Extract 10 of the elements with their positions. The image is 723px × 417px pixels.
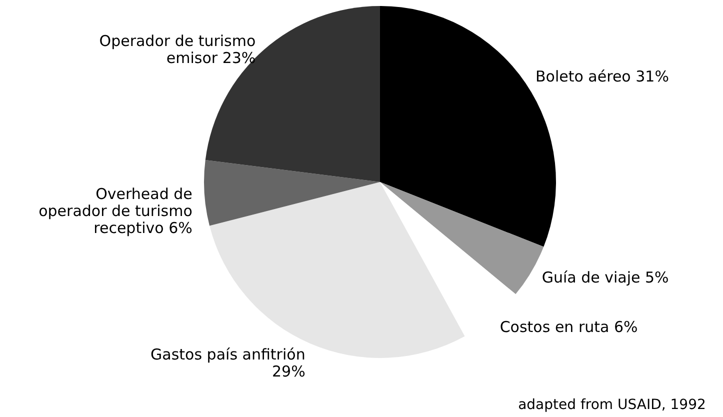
pie-slice xyxy=(380,182,544,294)
slice-label: Costos en ruta 6% xyxy=(500,318,638,336)
slice-label: Gastos país anfitrión xyxy=(150,346,306,364)
slice-label: Operador de turismo emisor 23% xyxy=(99,32,256,67)
slice-label: Boleto aéreo 31% xyxy=(535,67,669,86)
slice-label: Guía de viaje 5% xyxy=(542,268,669,287)
pie-slice xyxy=(204,160,380,226)
slice-label: Overhead de operador de turismo receptivo 6% xyxy=(38,184,192,237)
data-label: 29% xyxy=(272,362,306,381)
text: adapted from USAID, 1992 xyxy=(518,397,706,413)
